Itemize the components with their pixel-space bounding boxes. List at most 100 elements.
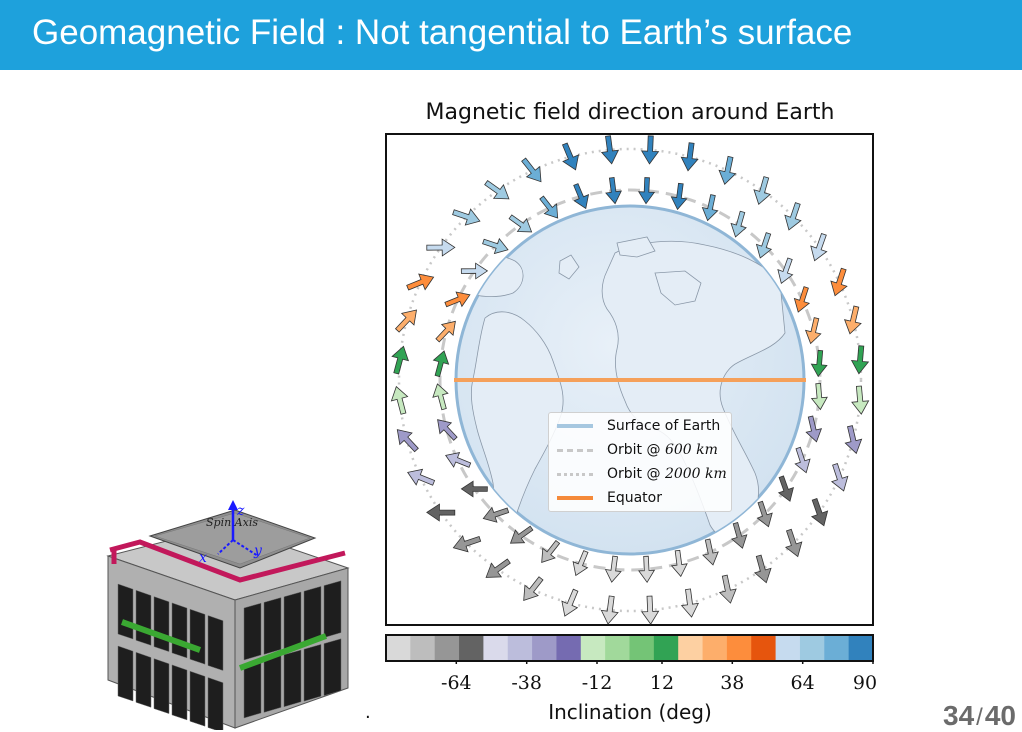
field-arrow-outer-33 bbox=[521, 157, 542, 183]
solar-cell-left-1-3 bbox=[171, 664, 188, 721]
field-arrow-inner-30 bbox=[460, 262, 489, 280]
cubesat-magenta-rail bbox=[109, 539, 346, 583]
field-arrow-outer-23 bbox=[426, 503, 456, 522]
field-arrow-inner-18 bbox=[604, 555, 622, 583]
colorbar-cell-9 bbox=[605, 635, 630, 661]
legend: Surface of Earth Orbit @ 600 km Orbit @ … bbox=[548, 412, 732, 512]
solar-cell-right-0-3 bbox=[303, 586, 322, 644]
colorbar-tick-label-2: -12 bbox=[581, 672, 613, 694]
field-arrow-outer-14 bbox=[753, 554, 772, 584]
page-current: 34 bbox=[943, 700, 975, 731]
field-arrow-outer-35 bbox=[600, 135, 620, 165]
field-arrow-outer-21 bbox=[485, 558, 511, 578]
field-arrow-outer-0 bbox=[640, 135, 660, 165]
field-arrows bbox=[390, 135, 870, 625]
colorbar-tick-label-3: 12 bbox=[649, 672, 675, 694]
colorbar-cell-4 bbox=[483, 635, 509, 661]
colorbar-cell-16 bbox=[775, 635, 801, 661]
solar-cell-left-0-4 bbox=[189, 608, 206, 665]
page-total: 40 bbox=[984, 700, 1016, 731]
field-arrow-outer-7 bbox=[843, 305, 862, 335]
field-arrow-outer-26 bbox=[390, 385, 409, 415]
solar-cell-left-1-0 bbox=[117, 645, 134, 702]
continents bbox=[456, 236, 786, 538]
legend-label-equator: Equator bbox=[607, 490, 662, 506]
field-arrow-outer-34 bbox=[561, 142, 580, 171]
colorbar-tick-marks bbox=[455, 661, 874, 664]
colorbar-cell-3 bbox=[459, 635, 484, 661]
solar-cell-right-0-4 bbox=[323, 580, 342, 638]
slide-title-bar: Geomagnetic Field : Not tangential to Ea… bbox=[0, 0, 1022, 70]
field-arrow-inner-10 bbox=[805, 415, 823, 443]
legend-swatch-surface bbox=[557, 424, 593, 428]
legend-item-orbit-600: Orbit @ 600 km bbox=[557, 441, 718, 459]
field-arrow-outer-13 bbox=[784, 528, 803, 558]
legend-swatch-orbit-2000 bbox=[557, 472, 593, 476]
field-arrow-inner-15 bbox=[702, 538, 719, 566]
solar-cell-right-1-2 bbox=[283, 649, 302, 708]
field-arrow-inner-23 bbox=[460, 480, 488, 498]
field-arrow-outer-24 bbox=[407, 468, 436, 486]
colorbar-cell-5 bbox=[507, 635, 533, 661]
legend-item-surface: Surface of Earth bbox=[557, 417, 720, 435]
field-arrow-outer-8 bbox=[850, 345, 870, 375]
field-arrow-inner-24 bbox=[445, 452, 472, 468]
field-arrow-outer-15 bbox=[718, 574, 737, 604]
spin-axis-label: Spin Axis bbox=[206, 516, 258, 529]
field-arrow-outer-25 bbox=[396, 429, 419, 453]
solar-cell-left-0-2 bbox=[153, 596, 170, 652]
colorbar-tick-label-4: 38 bbox=[720, 672, 745, 694]
field-arrow-inner-28 bbox=[435, 320, 456, 343]
colorbar-label: Inclination (deg) bbox=[548, 700, 712, 724]
footnote-dot: . bbox=[365, 702, 371, 723]
field-arrow-inner-13 bbox=[756, 500, 773, 528]
field-arrow-outer-32 bbox=[484, 180, 510, 200]
colorbar-cell-7 bbox=[556, 635, 582, 661]
field-arrow-inner-5 bbox=[777, 257, 794, 284]
colorbar-cell-18 bbox=[824, 635, 850, 661]
field-arrow-inner-0 bbox=[637, 177, 656, 205]
colorbar-cell-14 bbox=[726, 635, 752, 661]
legend-item-equator: Equator bbox=[557, 489, 662, 507]
field-arrow-inner-21 bbox=[509, 525, 534, 544]
colorbar-cell-19 bbox=[848, 635, 874, 661]
x-axis-arrow bbox=[217, 539, 234, 555]
solar-cell-right-0-1 bbox=[263, 597, 282, 655]
field-arrow-inner-31 bbox=[482, 237, 509, 255]
cubesat-solar-cells bbox=[117, 580, 342, 730]
magnetic-field-plot bbox=[385, 133, 874, 626]
legend-item-orbit-2000: Orbit @ 2000 km bbox=[557, 465, 727, 483]
field-arrow-inner-8 bbox=[810, 349, 828, 378]
field-arrow-outer-30 bbox=[426, 238, 456, 257]
solar-cell-left-1-2 bbox=[153, 658, 170, 714]
field-arrow-outer-20 bbox=[523, 576, 544, 601]
solar-cell-left-0-1 bbox=[135, 589, 152, 646]
field-arrow-outer-22 bbox=[452, 534, 482, 553]
field-arrow-outer-1 bbox=[680, 142, 699, 172]
solar-cell-right-1-0 bbox=[243, 660, 262, 719]
field-arrow-inner-11 bbox=[794, 446, 811, 474]
field-arrow-inner-35 bbox=[605, 177, 622, 205]
y-axis-label: y bbox=[253, 543, 263, 559]
field-arrow-inner-22 bbox=[482, 506, 510, 523]
colorbar-frame bbox=[385, 634, 874, 662]
z-axis-arrowhead bbox=[228, 500, 238, 510]
colorbar-cell-12 bbox=[678, 635, 703, 661]
orbit-2000km bbox=[397, 147, 863, 613]
solar-cell-left-0-3 bbox=[171, 602, 188, 659]
field-arrow-inner-19 bbox=[572, 550, 589, 577]
page-number: 34/40 bbox=[943, 700, 1016, 732]
colorbar bbox=[385, 634, 874, 664]
field-arrow-outer-28 bbox=[394, 309, 417, 333]
field-arrow-outer-3 bbox=[753, 176, 772, 205]
field-arrow-inner-27 bbox=[432, 350, 450, 378]
field-arrow-outer-10 bbox=[844, 425, 863, 455]
colorbar-cell-15 bbox=[751, 635, 776, 661]
solar-cell-left-0-5 bbox=[207, 615, 224, 671]
solar-cell-right-0-0 bbox=[243, 602, 262, 661]
chart-title: Magnetic field direction around Earth bbox=[425, 100, 835, 125]
colorbar-tick-label-6: 90 bbox=[852, 672, 878, 694]
field-arrow-inner-3 bbox=[730, 210, 747, 238]
field-arrow-inner-14 bbox=[730, 522, 748, 549]
colorbar-cell-10 bbox=[629, 635, 655, 661]
